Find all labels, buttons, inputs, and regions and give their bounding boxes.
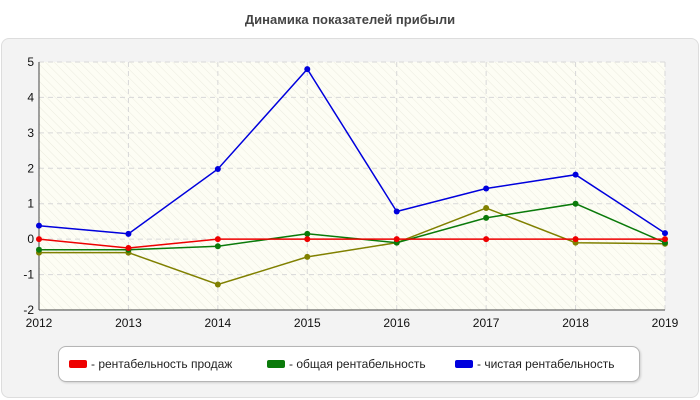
legend-swatch-net <box>455 360 473 368</box>
legend-swatch-sales <box>69 360 87 368</box>
data-point-sales <box>36 236 42 243</box>
y-tick-label: -2 <box>23 303 34 317</box>
y-tick-label: 3 <box>27 126 34 140</box>
data-point-net <box>304 66 311 73</box>
data-point-total <box>214 243 221 250</box>
data-point-extra <box>304 253 311 260</box>
x-tick-label: 2015 <box>294 316 321 330</box>
plot-area <box>39 62 665 310</box>
legend-label-total: - общая рентабельность <box>289 357 426 371</box>
x-tick-label: 2017 <box>473 316 500 330</box>
data-point-net <box>572 171 579 178</box>
data-point-extra <box>214 281 221 288</box>
data-point-sales <box>483 236 490 243</box>
legend-item-sales: - рентабельность продаж <box>69 357 232 371</box>
legend-item-net: - чистая рентабельность <box>455 357 614 371</box>
y-tick-label: 0 <box>27 232 34 246</box>
series-net <box>36 66 668 237</box>
legend: - рентабельность продаж - общая рентабел… <box>58 346 640 382</box>
y-tick-label: 4 <box>27 90 34 104</box>
data-point-net <box>393 208 400 215</box>
series-line-net <box>38 67 666 235</box>
series-sales <box>36 236 668 251</box>
legend-label-sales: - рентабельность продаж <box>91 357 233 371</box>
data-point-sales <box>125 245 132 251</box>
y-tick-label: 2 <box>27 161 34 175</box>
series-line-extra <box>39 207 666 286</box>
data-point-total <box>572 200 579 207</box>
x-tick-label: 2013 <box>115 316 142 330</box>
data-point-net <box>36 222 42 229</box>
y-tick-label: 5 <box>27 55 34 69</box>
x-tick-label: 2019 <box>652 316 679 330</box>
data-point-total <box>36 246 42 253</box>
data-point-sales <box>214 236 221 243</box>
data-point-sales <box>393 236 400 243</box>
x-tick-label: 2014 <box>205 316 232 330</box>
series-line-total <box>39 202 666 251</box>
x-tick-label: 2018 <box>562 316 589 330</box>
legend-label-net: - чистая рентабельность <box>477 357 615 371</box>
data-point-net <box>125 230 132 237</box>
series-line-sales <box>38 238 665 249</box>
series-group <box>36 66 668 288</box>
legend-swatch-total <box>267 360 285 368</box>
data-point-net <box>483 185 490 192</box>
x-tick-label: 2012 <box>26 316 53 330</box>
data-point-total <box>304 230 311 237</box>
axes <box>38 62 665 311</box>
legend-item-total: - общая рентабельность <box>267 357 426 371</box>
data-point-sales <box>572 236 579 243</box>
y-tick-label: -1 <box>23 268 34 282</box>
data-point-extra <box>483 204 490 211</box>
data-point-sales <box>304 236 311 243</box>
y-tick-label: 1 <box>27 197 34 211</box>
data-point-net <box>214 165 221 172</box>
x-tick-label: 2016 <box>383 316 410 330</box>
data-point-net <box>662 230 668 237</box>
data-point-sales <box>662 236 668 243</box>
data-point-total <box>483 214 490 221</box>
chart-title: Динамика показателей прибыли <box>244 12 456 27</box>
